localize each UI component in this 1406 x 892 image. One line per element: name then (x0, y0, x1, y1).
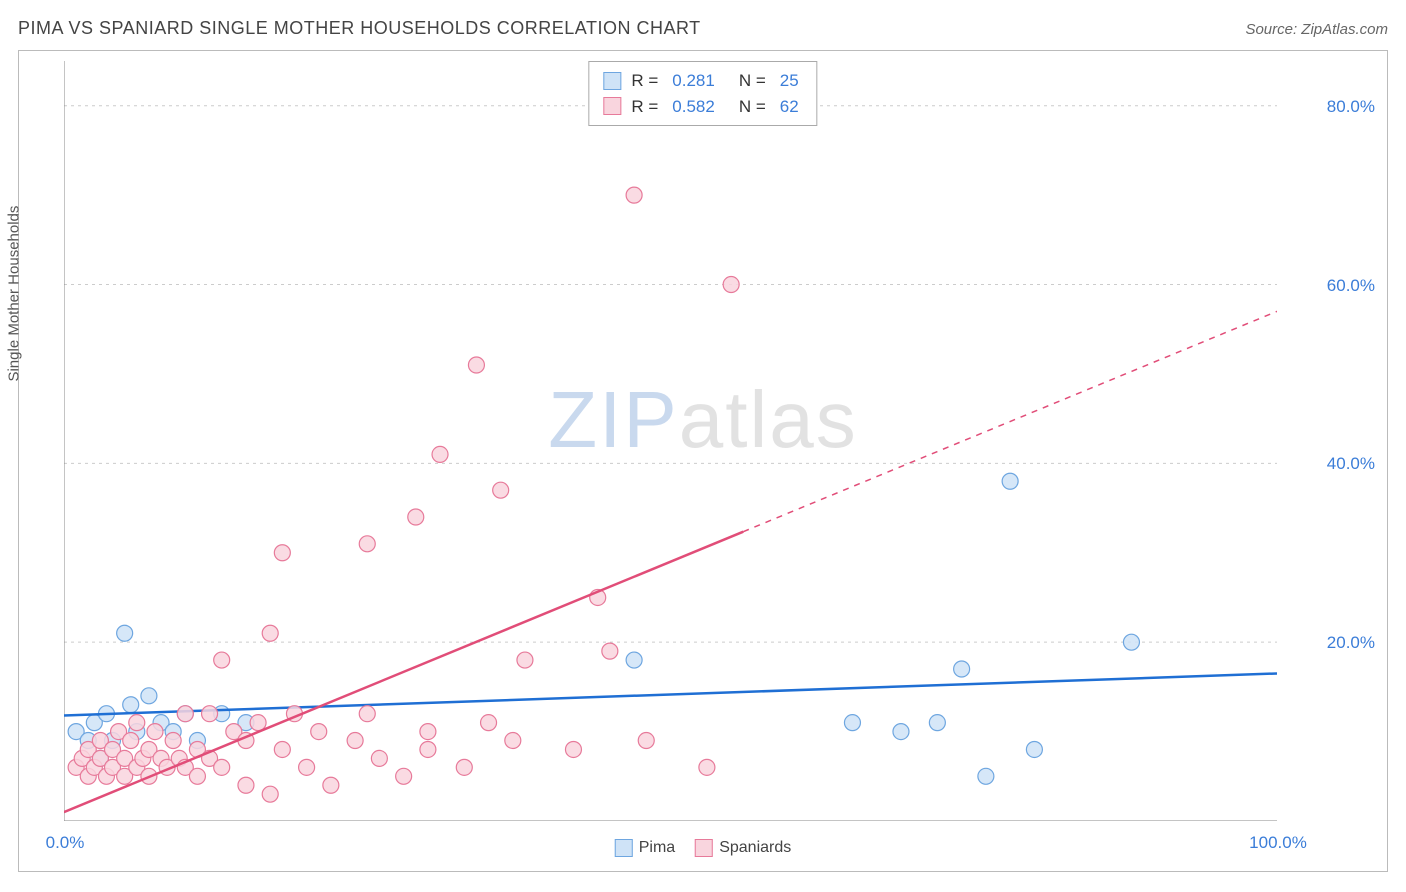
legend-label: Spaniards (719, 839, 791, 856)
scatter-plot (64, 61, 1277, 821)
legend-swatch (695, 839, 713, 857)
legend-label: Pima (639, 839, 675, 856)
y-tick-label: 40.0% (1327, 454, 1375, 474)
y-tick-label: 20.0% (1327, 633, 1375, 653)
stats-swatch (603, 97, 621, 115)
x-tick-label: 100.0% (1249, 833, 1307, 853)
source-label: Source: ZipAtlas.com (1245, 21, 1388, 38)
stats-row: R = 0.582 N = 62 (603, 94, 802, 120)
r-value: 0.281 (672, 68, 715, 94)
chart-container: Single Mother Households ZIPatlas 20.0%4… (18, 50, 1388, 872)
r-label: R = (631, 68, 658, 94)
r-label: R = (631, 94, 658, 120)
y-tick-label: 80.0% (1327, 97, 1375, 117)
n-value: 25 (780, 68, 799, 94)
legend-item: Spaniards (695, 839, 791, 857)
n-label: N = (739, 68, 766, 94)
n-label: N = (739, 94, 766, 120)
stats-swatch (603, 72, 621, 90)
stats-row: R = 0.281 N = 25 (603, 68, 802, 94)
legend-item: Pima (615, 839, 675, 857)
n-value: 62 (780, 94, 799, 120)
stats-legend-box: R = 0.281 N = 25 R = 0.582 N = 62 (588, 61, 817, 126)
header-row: PIMA VS SPANIARD SINGLE MOTHER HOUSEHOLD… (18, 18, 1388, 39)
series-legend: Pima Spaniards (615, 839, 792, 857)
x-tick-label: 0.0% (46, 833, 85, 853)
chart-title: PIMA VS SPANIARD SINGLE MOTHER HOUSEHOLD… (18, 18, 701, 39)
y-tick-label: 60.0% (1327, 276, 1375, 296)
y-axis-label: Single Mother Households (6, 206, 23, 382)
legend-swatch (615, 839, 633, 857)
r-value: 0.582 (672, 94, 715, 120)
